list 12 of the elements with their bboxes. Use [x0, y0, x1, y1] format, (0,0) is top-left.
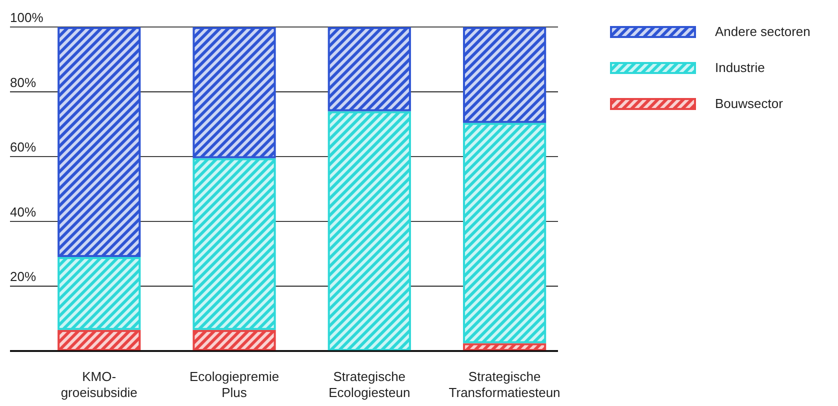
x-tick-label: Strategische Ecologiesteun	[328, 369, 410, 400]
text: Industrie	[715, 60, 765, 75]
x-tick-label: KMO-groeisubsidie	[60, 369, 138, 400]
y-tick-label: 100%	[10, 10, 44, 25]
text: Bouwsector	[715, 96, 784, 111]
y-tick-label: 60%	[10, 140, 36, 155]
x-tick-label: Ecologiepremie Plus	[189, 369, 280, 400]
x-tick-label: Strategische Transformatiesteun	[448, 369, 560, 400]
y-tick-label: 40%	[10, 204, 36, 220]
y-tick-label: 80%	[10, 74, 36, 90]
y-tick-label: 20%	[10, 269, 36, 284]
text: Andere sectoren	[715, 24, 810, 39]
